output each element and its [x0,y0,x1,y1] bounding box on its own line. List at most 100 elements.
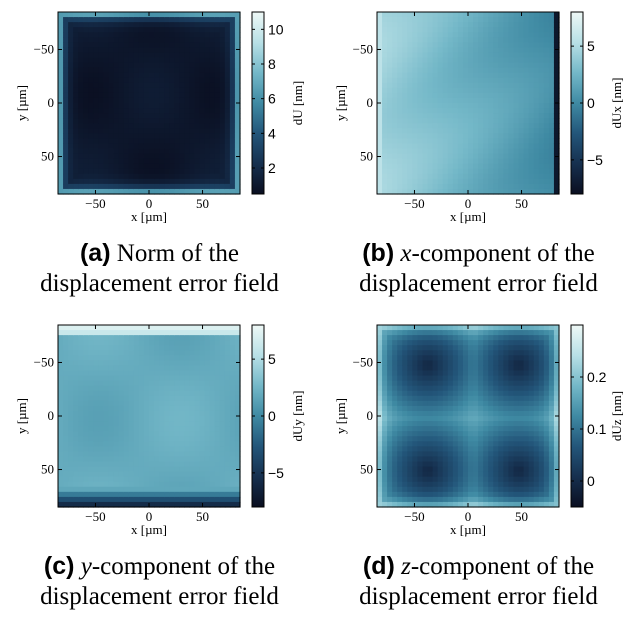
heatmap-cell [392,52,398,59]
heatmap-cell [83,148,89,155]
heatmap-cell [462,178,469,185]
heatmap-cell [164,103,170,109]
heatmap-cell [427,42,434,48]
heatmap-cell [149,92,155,99]
heatmap-cell [143,158,150,165]
heatmap-cell [169,158,175,165]
heatmap-cell [113,168,120,175]
heatmap-cell [442,153,449,160]
heatmap-cell [468,47,474,54]
heatmap-cell [397,188,403,195]
heatmap-cell [457,22,464,28]
heatmap-cell [174,405,180,412]
heatmap-cell [447,27,454,33]
heatmap-cell [382,451,388,458]
heatmap-cell [452,47,459,54]
heatmap-cell [427,168,434,175]
heatmap-cell [113,108,120,114]
heatmap-cell [392,360,398,367]
heatmap-cell [133,416,140,422]
heatmap-cell [513,113,520,119]
heatmap-cell [473,143,479,150]
heatmap-cell [199,355,206,361]
heatmap-cell [498,67,504,74]
heatmap-cell [553,143,560,150]
heatmap-cell [377,340,383,346]
heatmap-cell [174,375,180,382]
heatmap-cell [164,72,170,79]
heatmap-cell [427,62,434,69]
heatmap-cell [503,390,510,397]
heatmap-cell [468,345,474,351]
heatmap-cell [179,416,185,422]
heatmap-cell [442,350,449,356]
heatmap-cell [473,416,479,422]
heatmap-cell [498,421,504,427]
heatmap-cell [214,431,221,437]
heatmap-cell [417,17,424,23]
heatmap-cell [184,138,191,145]
heatmap-cell [98,416,105,422]
heatmap-cell [88,92,94,99]
heatmap-cell [533,188,540,195]
heatmap-cell [387,87,393,94]
heatmap-cell [412,123,419,129]
heatmap-cell [447,501,454,508]
heatmap-cell [462,158,469,165]
heatmap-cell [382,461,388,468]
heatmap-cell [73,72,79,79]
heatmap-cell [133,42,140,48]
heatmap-cell [457,436,464,442]
heatmap-cell [98,350,105,356]
heatmap-cell [189,451,196,458]
heatmap-cell [387,400,393,407]
heatmap-cell [209,158,216,165]
heatmap-cell [63,87,69,94]
heatmap-cell [113,461,120,468]
heatmap-cell [113,426,120,432]
heatmap-cell [523,138,530,145]
heatmap-cell [78,77,84,84]
heatmap-cell [103,370,110,377]
heatmap-cell [199,118,206,124]
heatmap-cell [462,340,469,346]
heatmap-cell [493,67,499,74]
heatmap-cell [392,113,398,119]
heatmap-cell [387,97,393,104]
caption-c: (c) y-component of the displacement erro… [0,551,319,612]
heatmap-cell [518,57,525,64]
heatmap-cell [73,390,79,397]
heatmap-cell [407,486,413,493]
heatmap-cell [447,148,454,155]
heatmap-cell [58,37,64,43]
heatmap-cell [199,446,206,452]
heatmap-cell [209,410,216,417]
heatmap-cell [483,123,489,129]
heatmap-cell [478,501,484,508]
caption-b: (b) x-component of the displacement erro… [319,238,638,299]
heatmap-cell [452,335,459,341]
heatmap-cell [483,178,489,185]
heatmap-cell [118,82,125,89]
heatmap-cell [219,501,226,508]
heatmap-cell [159,481,165,488]
heatmap-cell [488,138,494,145]
heatmap-cell [442,163,449,170]
heatmap-cell [88,133,94,139]
heatmap-cell [204,92,211,99]
heatmap-cell [392,325,398,331]
heatmap-cell [457,501,464,508]
heatmap-cell [437,103,444,109]
heatmap-cell [214,436,221,442]
heatmap-cell [149,446,155,452]
heatmap-cell [528,103,535,109]
heatmap-cell [382,355,388,361]
heatmap-cell [78,67,84,74]
heatmap-cell [462,188,469,195]
x-tick-label: 50 [515,196,528,211]
heatmap-cell [123,103,130,109]
heatmap-cell [189,123,196,129]
heatmap-cell [78,491,84,498]
heatmap-cell [164,330,170,336]
heatmap-cell [407,416,413,422]
